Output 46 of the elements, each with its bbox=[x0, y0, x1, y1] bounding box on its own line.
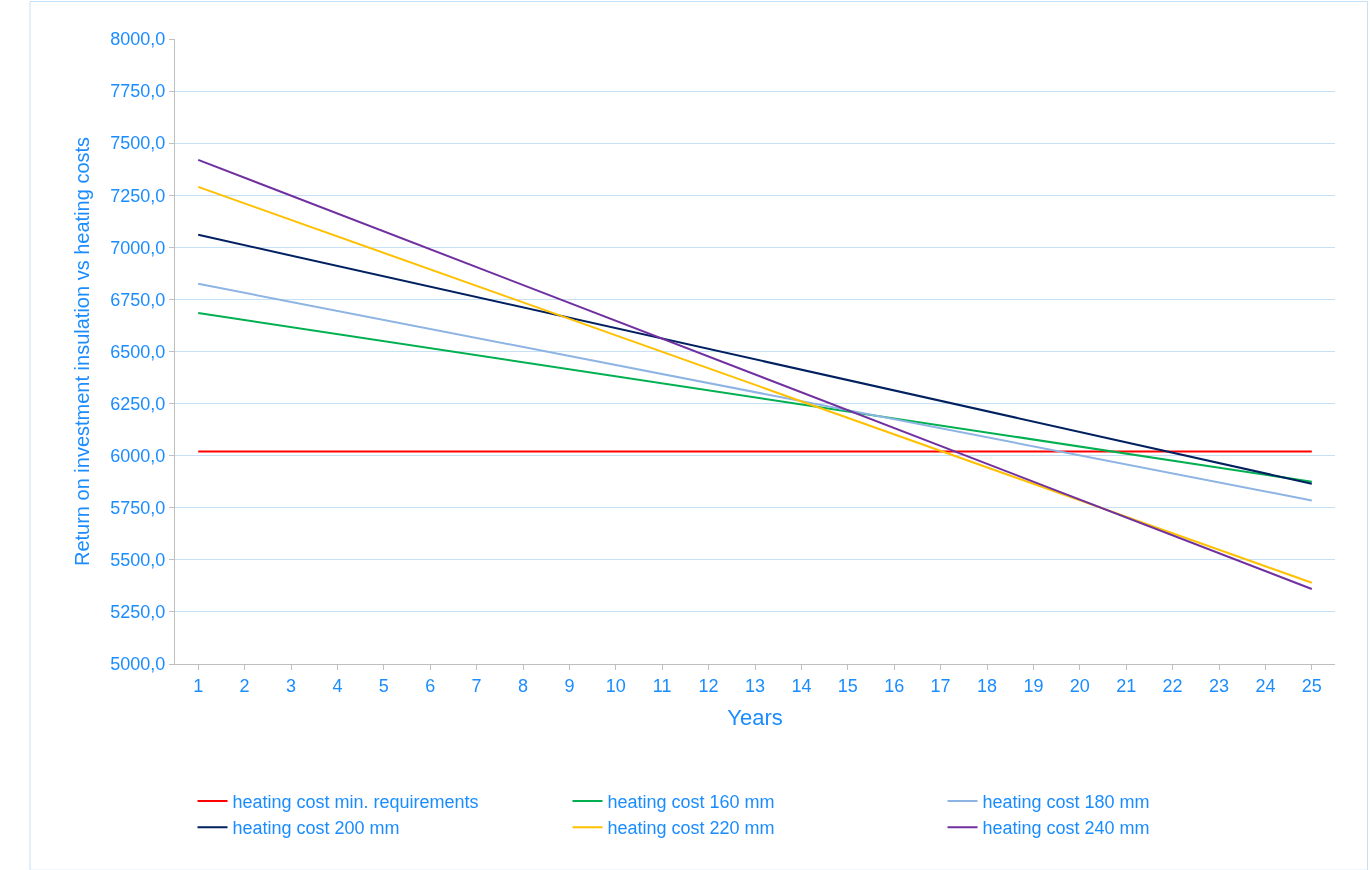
y-tick-label: 6250,0 bbox=[110, 393, 166, 414]
y-axis-title: Return on investment insulation vs heating costs bbox=[70, 136, 93, 567]
y-tick-label: 5750,0 bbox=[110, 498, 166, 519]
x-tick-label: 3 bbox=[285, 675, 297, 696]
x-tick-label: 18 bbox=[976, 675, 998, 696]
y-tick-label: 7750,0 bbox=[110, 81, 166, 102]
x-tick-label: 7 bbox=[471, 675, 482, 696]
y-tick-label: 6000,0 bbox=[110, 445, 166, 466]
legend-label: heating cost 220 mm bbox=[607, 818, 775, 839]
x-tick-label: 15 bbox=[837, 675, 858, 696]
y-tick-label: 7000,0 bbox=[110, 237, 166, 258]
x-tick-label: 10 bbox=[605, 675, 626, 696]
x-tick-label: 5 bbox=[378, 675, 389, 696]
x-tick-label: 17 bbox=[930, 675, 951, 696]
x-tick-label: 24 bbox=[1255, 675, 1276, 696]
legend-label: heating cost 160 mm bbox=[607, 791, 775, 812]
y-tick-label: 7500,0 bbox=[110, 133, 166, 154]
x-tick-label: 12 bbox=[698, 675, 719, 696]
x-tick-label: 25 bbox=[1301, 675, 1322, 696]
x-tick-label: 20 bbox=[1069, 675, 1090, 696]
x-tick-label: 13 bbox=[744, 675, 766, 696]
x-tick-label: 6 bbox=[425, 675, 436, 696]
x-tick-label: 4 bbox=[332, 675, 343, 696]
legend-label: heating cost 240 mm bbox=[982, 818, 1150, 839]
y-tick-label: 6750,0 bbox=[110, 289, 166, 310]
x-tick-label: 11 bbox=[652, 675, 672, 696]
x-tick-label: 21 bbox=[1116, 675, 1137, 696]
y-tick-label: 5250,0 bbox=[110, 602, 166, 623]
x-tick-label: 2 bbox=[239, 675, 250, 696]
x-tick-label: 9 bbox=[564, 675, 575, 696]
y-tick-label: 5500,0 bbox=[110, 550, 166, 571]
x-tick-label: 14 bbox=[791, 675, 812, 696]
legend-label: heating cost 180 mm bbox=[982, 791, 1150, 812]
x-tick-label: 22 bbox=[1162, 675, 1183, 696]
legend-label: heating cost 200 mm bbox=[232, 818, 400, 839]
y-tick-label: 7250,0 bbox=[110, 185, 166, 206]
x-tick-label: 19 bbox=[1023, 675, 1044, 696]
x-tick-label: 1 bbox=[193, 675, 204, 696]
x-tick-label: 23 bbox=[1208, 675, 1230, 696]
legend-label: heating cost min. requirements bbox=[232, 791, 479, 812]
y-tick-label: 8000,0 bbox=[110, 29, 166, 50]
x-axis-title: Years bbox=[727, 705, 783, 731]
x-tick-label: 8 bbox=[517, 675, 529, 696]
y-tick-label: 6500,0 bbox=[110, 341, 166, 362]
x-tick-label: 16 bbox=[884, 675, 905, 696]
y-tick-label: 5000,0 bbox=[110, 654, 166, 675]
